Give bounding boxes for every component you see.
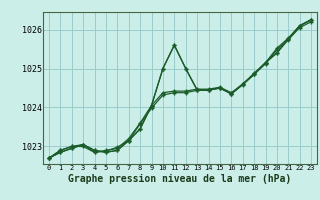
X-axis label: Graphe pression niveau de la mer (hPa): Graphe pression niveau de la mer (hPa) <box>68 174 292 184</box>
